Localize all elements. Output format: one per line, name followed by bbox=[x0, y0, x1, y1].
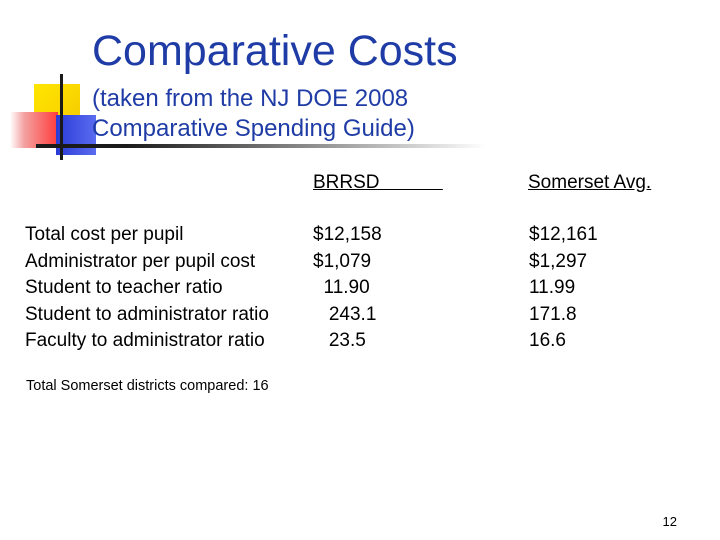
row-label: Student to administrator ratio bbox=[25, 303, 269, 325]
subtitle-line: Comparative Spending Guide) bbox=[92, 115, 415, 142]
somerset-value: 11.99 bbox=[529, 277, 576, 298]
brrsd-value: 11.90 bbox=[313, 277, 370, 298]
somerset-value: $1,297 bbox=[529, 250, 588, 272]
brrsd-value: $12,158 bbox=[313, 224, 382, 245]
table-row: Student to administrator ratio 243.1 171… bbox=[0, 304, 720, 331]
slide-subtitle: (taken from the NJ DOE 2008 Comparative … bbox=[92, 84, 415, 144]
brrsd-value: $1,079 bbox=[313, 250, 372, 272]
row-label: Student to teacher ratio bbox=[25, 277, 223, 298]
title-underline-rule bbox=[36, 144, 486, 148]
row-label: Total cost per pupil bbox=[25, 224, 184, 245]
subtitle-line: (taken from the NJ DOE 2008 bbox=[92, 85, 409, 112]
column-header-somerset-avg: Somerset Avg. bbox=[528, 172, 652, 193]
brrsd-value: 23.5 bbox=[313, 330, 366, 351]
title-ornament-red-square bbox=[10, 112, 58, 148]
comparison-table: Total cost per pupil $12,158 $12,161 Adm… bbox=[0, 224, 720, 357]
somerset-value: $12,161 bbox=[529, 224, 598, 245]
somerset-value: 16.6 bbox=[529, 330, 566, 351]
column-header-brrsd: BRRSD bbox=[313, 172, 443, 193]
table-row: Total cost per pupil $12,158 $12,161 bbox=[0, 224, 720, 251]
somerset-value: 171.8 bbox=[529, 303, 577, 325]
table-row: Faculty to administrator ratio 23.5 16.6 bbox=[0, 330, 720, 357]
row-label: Administrator per pupil cost bbox=[25, 250, 256, 272]
table-row: Student to teacher ratio 11.90 11.99 bbox=[0, 277, 720, 304]
slide-title: Comparative Costs bbox=[92, 27, 458, 75]
districts-compared-note: Total Somerset districts compared: 16 bbox=[26, 378, 269, 394]
page-number: 12 bbox=[662, 514, 677, 529]
brrsd-value: 243.1 bbox=[313, 303, 377, 325]
table-row: Administrator per pupil cost $1,079 $1,2… bbox=[0, 251, 720, 278]
row-label: Faculty to administrator ratio bbox=[25, 330, 265, 351]
title-ornament-vertical-line bbox=[60, 74, 63, 160]
